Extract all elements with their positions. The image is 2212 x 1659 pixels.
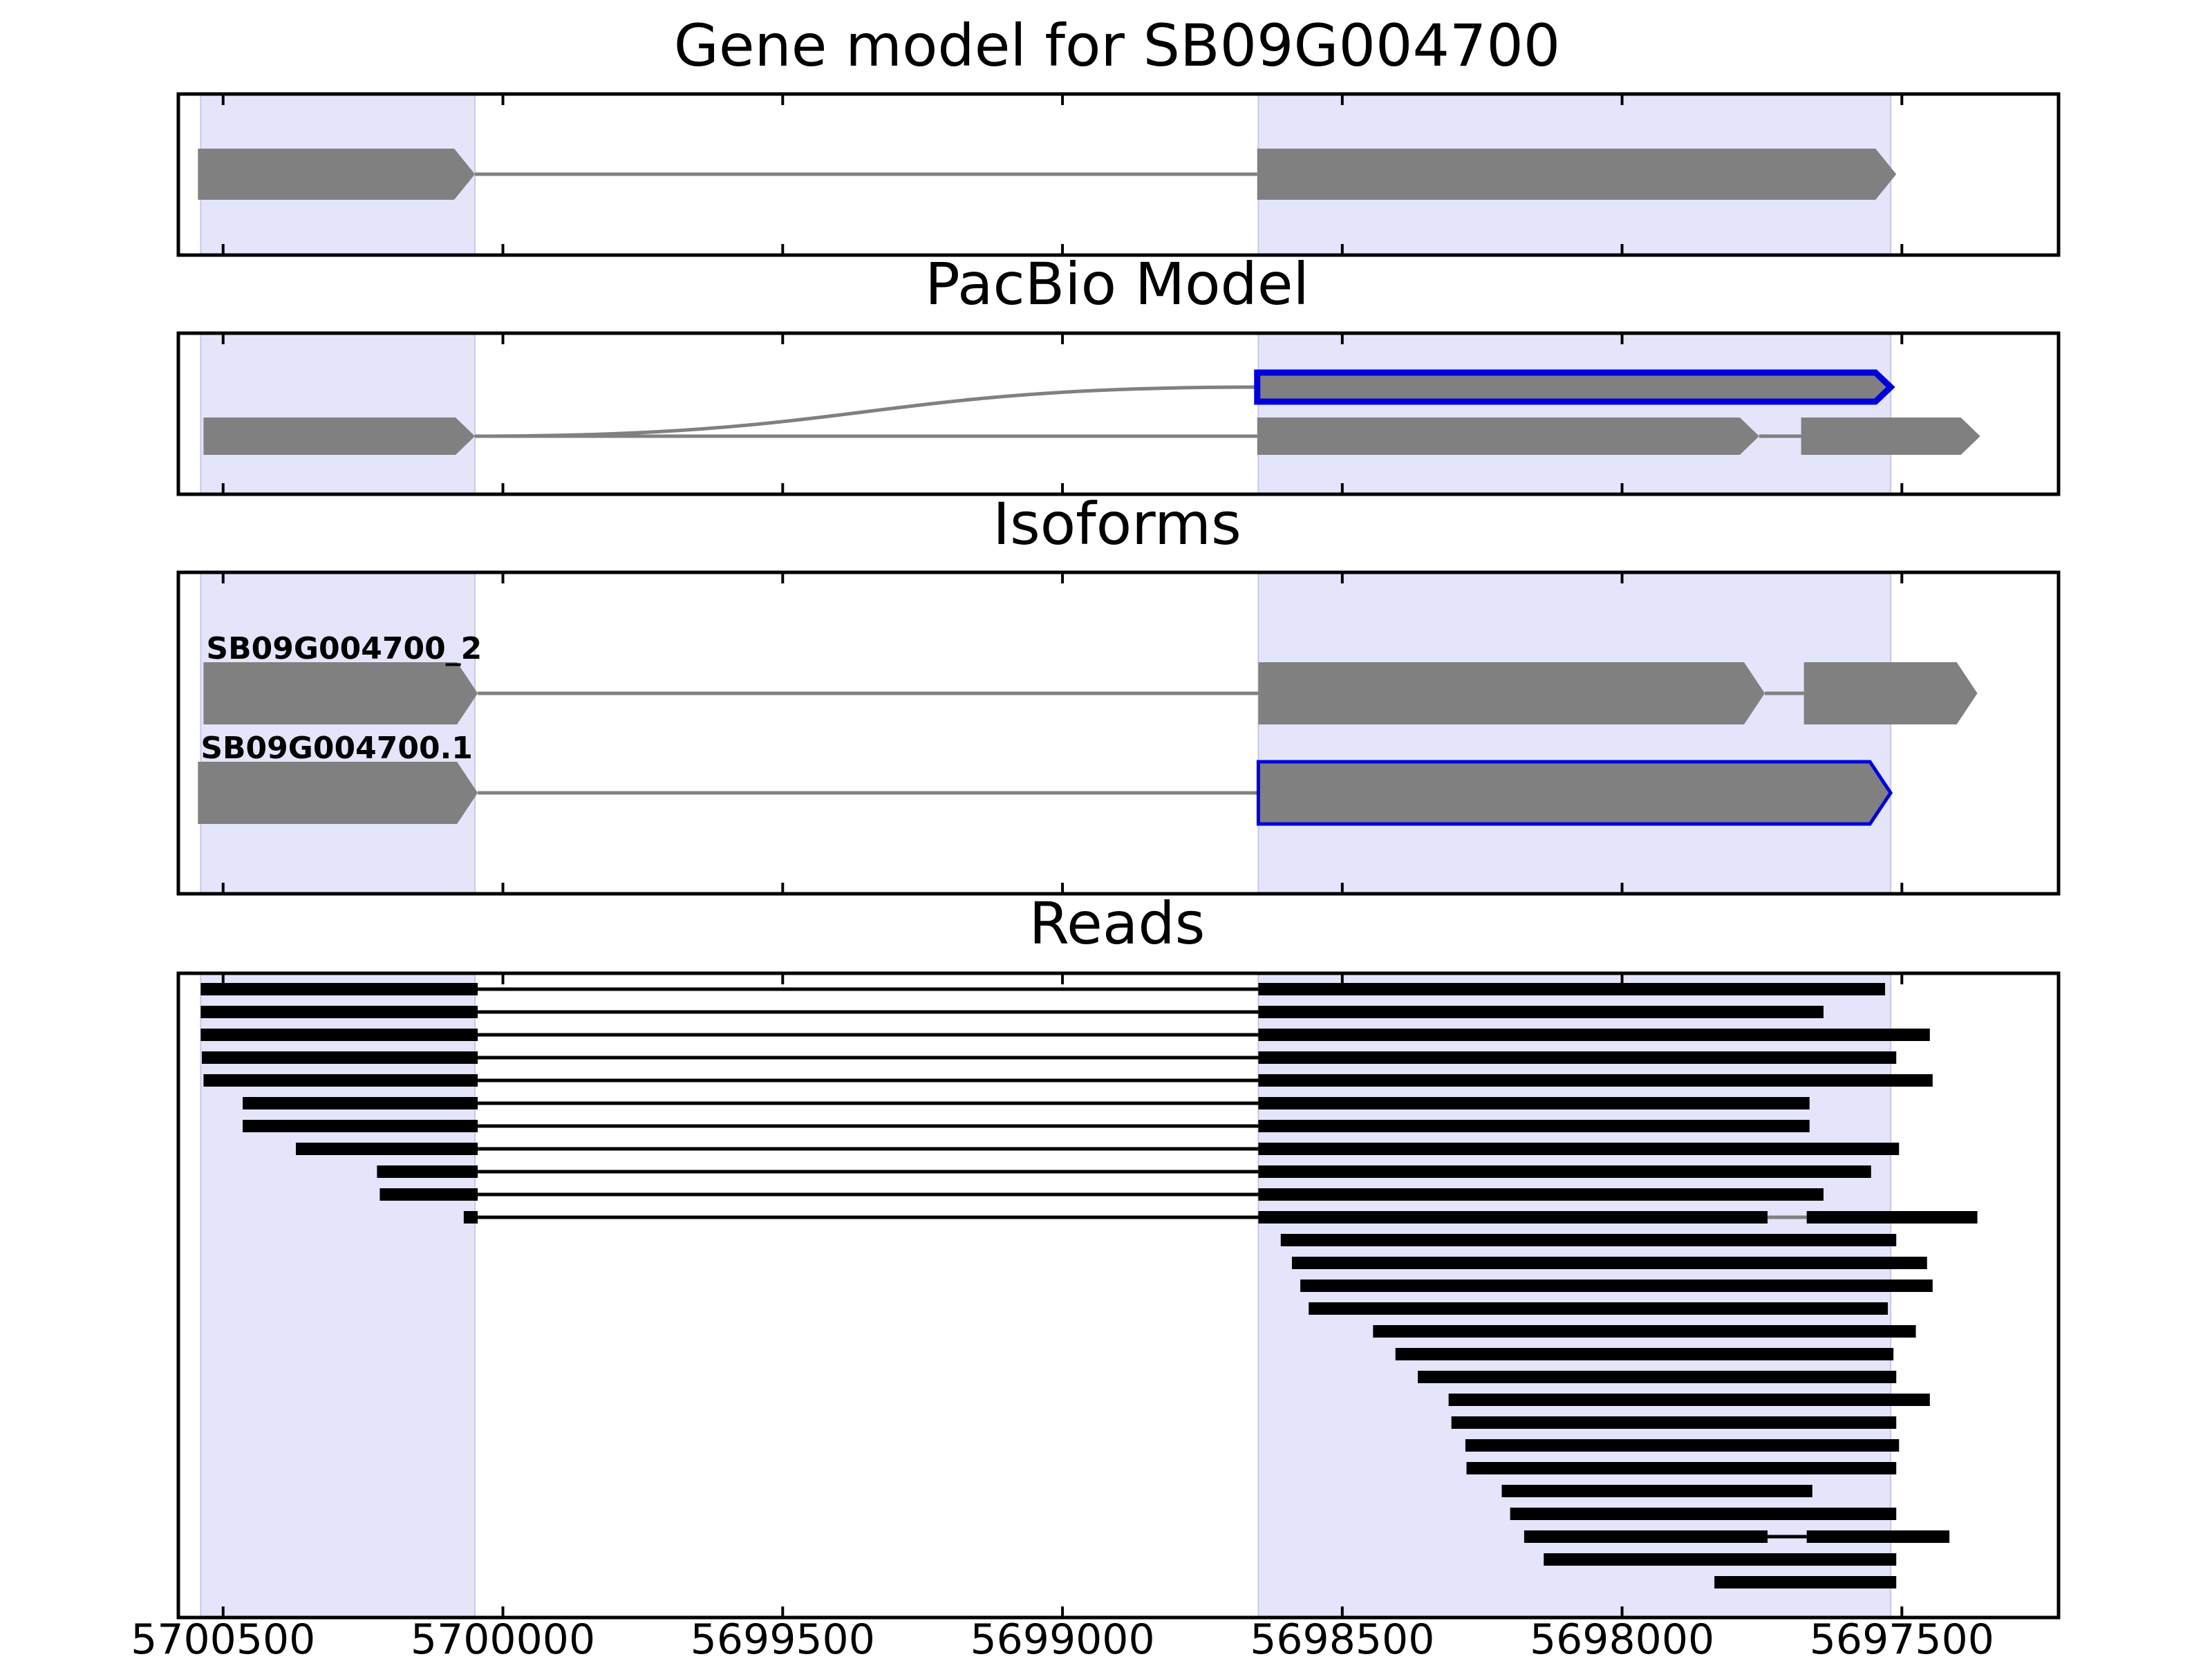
exon-region-shade	[1257, 572, 1892, 894]
read-exon-bar	[202, 1051, 478, 1064]
read-exon-bar	[379, 1188, 478, 1201]
reads-title: Reads	[1029, 890, 1206, 957]
read-exon-bar	[1501, 1485, 1812, 1497]
junction-curve	[475, 385, 1257, 438]
read-exon-bar	[1524, 1530, 1768, 1543]
read-exon-bar	[296, 1143, 478, 1155]
read-exon-bar	[1309, 1302, 1888, 1315]
exon-block	[198, 149, 476, 200]
highlighted-exon-block	[1254, 369, 1895, 405]
read-exon-bar	[1258, 1211, 1768, 1224]
x-tick-label: 5698000	[1530, 1615, 1714, 1659]
isoform-label: SB09G004700.1	[200, 731, 473, 766]
highlighted-exon-block	[1256, 760, 1893, 826]
read-exon-bar	[1258, 1143, 1900, 1155]
read-exon-bar	[1258, 1051, 1897, 1064]
read-exon-bar	[1258, 983, 1886, 995]
read-exon-bar	[1258, 1074, 1933, 1087]
read-exon-bar	[377, 1165, 478, 1178]
read-exon-bar	[200, 1006, 478, 1018]
isoform-label: SB09G004700_2	[206, 631, 482, 666]
read-exon-bar	[1373, 1325, 1916, 1338]
read-exon-bar	[1806, 1530, 1950, 1543]
read-exon-bar	[1451, 1416, 1897, 1429]
read-exon-bar	[1280, 1234, 1897, 1246]
read-exon-bar	[1291, 1257, 1927, 1269]
exon-region-shade	[1257, 332, 1892, 495]
read-exon-bar	[1806, 1211, 1978, 1224]
read-exon-bar	[1258, 1006, 1824, 1018]
exon-region-shade	[200, 973, 476, 1618]
read-exon-bar	[1258, 1188, 1824, 1201]
read-exon-bar	[1418, 1371, 1897, 1383]
exon-region-shade	[200, 572, 476, 894]
isoforms-frame	[176, 570, 2061, 896]
read-exon-bar	[1300, 1280, 1933, 1292]
pacbio-panel: PacBio Model	[176, 250, 2061, 496]
read-exon-bar	[1465, 1439, 1900, 1452]
read-exon-bar	[1258, 1165, 1871, 1178]
x-tick-label: 5699500	[691, 1615, 875, 1659]
read-exon-bar	[1258, 1120, 1810, 1132]
reads-panel: Reads 5700500 5700000 5699500 5699000 569850…	[131, 890, 2061, 1659]
read-exon-bar	[1448, 1394, 1930, 1406]
read-exon-bar	[1395, 1348, 1894, 1360]
read-exon-bar	[243, 1120, 478, 1132]
isoforms-panel: Isoforms SB09G004700_2 SB09G004700.1	[176, 490, 2061, 896]
exon-region-shade	[1257, 973, 1892, 1618]
exon-block	[203, 418, 476, 455]
read-exon-bar	[1544, 1553, 1897, 1566]
exon-block	[1257, 418, 1759, 455]
read-exon-bar	[1258, 1097, 1810, 1109]
read-exon-bar	[1258, 1029, 1930, 1041]
gene-model-panel: Gene model for SB09G004700	[176, 12, 2061, 257]
read-exon-bar	[1714, 1576, 1897, 1588]
isoforms-title: Isoforms	[993, 490, 1241, 558]
gene-model-frame	[176, 92, 2061, 257]
read-exon-bar	[1510, 1508, 1897, 1520]
pacbio-title: PacBio Model	[925, 250, 1309, 318]
read-exon-bar	[243, 1097, 478, 1109]
exon-block	[1803, 662, 1978, 724]
exon-block	[198, 762, 478, 824]
x-tick-label: 5697500	[1810, 1615, 1994, 1659]
read-exon-bar	[200, 983, 478, 995]
exon-region-shade	[200, 332, 476, 495]
exon-block	[203, 662, 478, 724]
read-exon-bar	[1466, 1462, 1897, 1474]
pacbio-frame	[176, 331, 2061, 496]
exon-block	[1258, 662, 1765, 724]
x-tick-label: 5698500	[1250, 1615, 1434, 1659]
read-exon-bar	[200, 1029, 478, 1041]
x-tick-label: 5700000	[411, 1615, 595, 1659]
x-tick-label: 5700500	[131, 1615, 315, 1659]
x-tick-label: 5699000	[970, 1615, 1154, 1659]
read-exon-bar	[203, 1074, 478, 1087]
gene-model-title: Gene model for SB09G004700	[674, 12, 1560, 79]
exon-block	[1801, 418, 1980, 455]
exon-block	[1257, 149, 1897, 200]
read-exon-bar	[463, 1211, 478, 1224]
reads-frame	[176, 971, 2061, 1620]
